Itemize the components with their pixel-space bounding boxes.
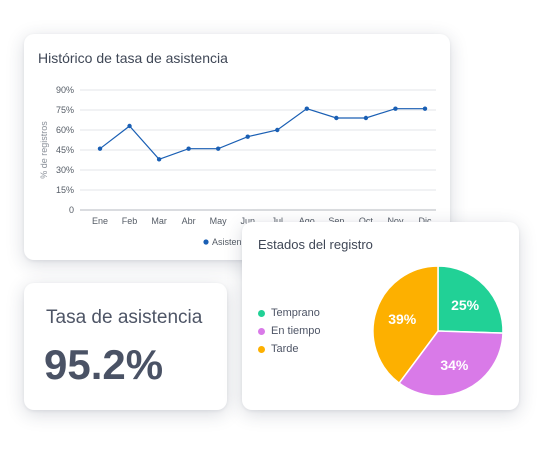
pie-slice-tarde [372,265,439,385]
attendance-rate-card: Tasa de asistencia 95.2% [24,283,227,410]
y-tick-label: 15% [56,185,74,195]
x-tick-label: Oct [359,216,374,226]
legend-item-en-tiempo: En tiempo [258,325,321,337]
legend-item-temprano: Temprano [258,307,320,319]
y-axis-title: % de registros [39,121,49,179]
x-tick-label: Mar [151,216,167,226]
legend-item-tarde: Tarde [258,343,299,355]
y-tick-label: 60% [56,125,74,135]
data-point [245,134,250,139]
data-point [393,106,398,111]
y-tick-label: 75% [56,105,74,115]
legend-swatch [258,327,265,335]
pie-slice-temprano [437,265,504,334]
x-tick-label: Feb [122,216,138,226]
legend-swatch [258,345,265,353]
record-status-pie-chart: 25% 34% 39% [372,265,504,397]
data-point [334,115,339,121]
line-chart-title: Histórico de tasa de asistencia [38,50,228,66]
pie-chart-title: Estados del registro [258,237,373,252]
record-status-card: Estados del registro Temprano En tiempo … [242,222,519,410]
attendance-rate-value: 95.2% [44,341,164,388]
x-tick-label: Sep [328,216,344,226]
pie-slice-label: 34% [440,357,469,373]
legend-swatch [258,309,265,317]
data-point [304,106,310,111]
x-tick-label: Dic [419,216,432,226]
y-tick-label: 45% [56,145,74,155]
data-point [422,106,428,111]
x-tick-label: Abr [182,216,196,226]
legend-label: En tiempo [271,325,321,338]
attendance-line-chart: 0 15% 30% 45% 60% 75% 90% % de registros Ene Feb M… [39,85,436,247]
pie-slice-label: 39% [388,311,417,327]
x-tick-label: May [210,216,228,226]
y-tick-label: 0 [69,205,74,215]
attendance-history-card: Histórico de tasa de asistencia 0 15% 30% 4… [24,34,450,260]
data-point [127,123,132,129]
series-line [99,108,425,161]
x-tick-label: Jul [272,216,284,226]
x-tick-label: Jun [240,216,255,226]
data-point [275,127,280,133]
x-tick-label: Nov [387,216,404,226]
data-point [97,146,103,151]
attendance-rate-label: Tasa de asistencia [46,307,203,328]
legend-marker [203,239,209,245]
legend-label: Tarde [271,343,299,356]
legend-label: Temprano [271,307,320,320]
y-tick-label: 30% [56,165,74,175]
y-tick-label: 90% [56,85,74,95]
data-point [215,146,221,151]
pie-slice-en-tiempo [398,330,504,397]
legend-label: Asisten [212,237,242,247]
data-point [156,157,162,162]
x-tick-label: Ene [92,216,108,226]
pie-slice-label: 25% [451,297,480,313]
data-point [186,146,191,151]
data-point [363,115,369,121]
x-tick-label: Ago [299,216,315,226]
